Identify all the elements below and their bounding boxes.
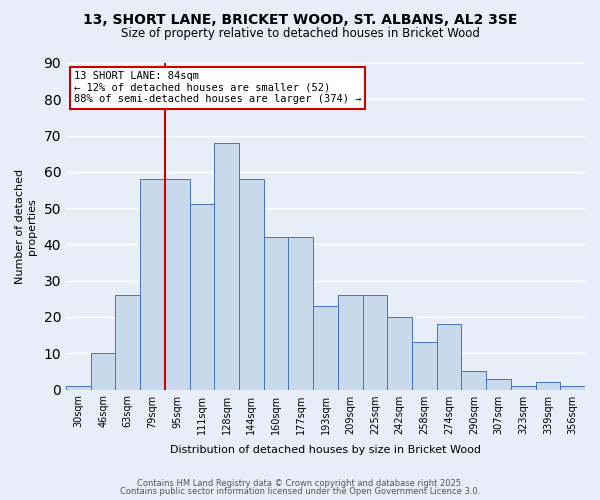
Bar [289,237,313,390]
Bar [140,179,165,390]
Bar [264,237,289,390]
Bar [536,382,560,390]
Bar [412,342,437,390]
Bar [338,295,362,390]
Bar [190,204,214,390]
Bar [461,372,486,390]
Bar [165,179,190,390]
Bar [313,306,338,390]
Bar [239,179,264,390]
Bar [91,353,115,390]
Bar [486,378,511,390]
Text: Size of property relative to detached houses in Bricket Wood: Size of property relative to detached ho… [121,28,479,40]
Text: Contains HM Land Registry data © Crown copyright and database right 2025.: Contains HM Land Registry data © Crown c… [137,478,463,488]
Bar [115,295,140,390]
Bar [437,324,461,390]
X-axis label: Distribution of detached houses by size in Bricket Wood: Distribution of detached houses by size … [170,445,481,455]
Text: 13, SHORT LANE, BRICKET WOOD, ST. ALBANS, AL2 3SE: 13, SHORT LANE, BRICKET WOOD, ST. ALBANS… [83,12,517,26]
Text: 13 SHORT LANE: 84sqm
← 12% of detached houses are smaller (52)
88% of semi-detac: 13 SHORT LANE: 84sqm ← 12% of detached h… [74,71,361,104]
Y-axis label: Number of detached
properties: Number of detached properties [15,168,37,284]
Bar [214,143,239,390]
Bar [387,317,412,390]
Bar [362,295,387,390]
Bar [511,386,536,390]
Bar [560,386,585,390]
Text: Contains public sector information licensed under the Open Government Licence 3.: Contains public sector information licen… [120,487,480,496]
Bar [66,386,91,390]
